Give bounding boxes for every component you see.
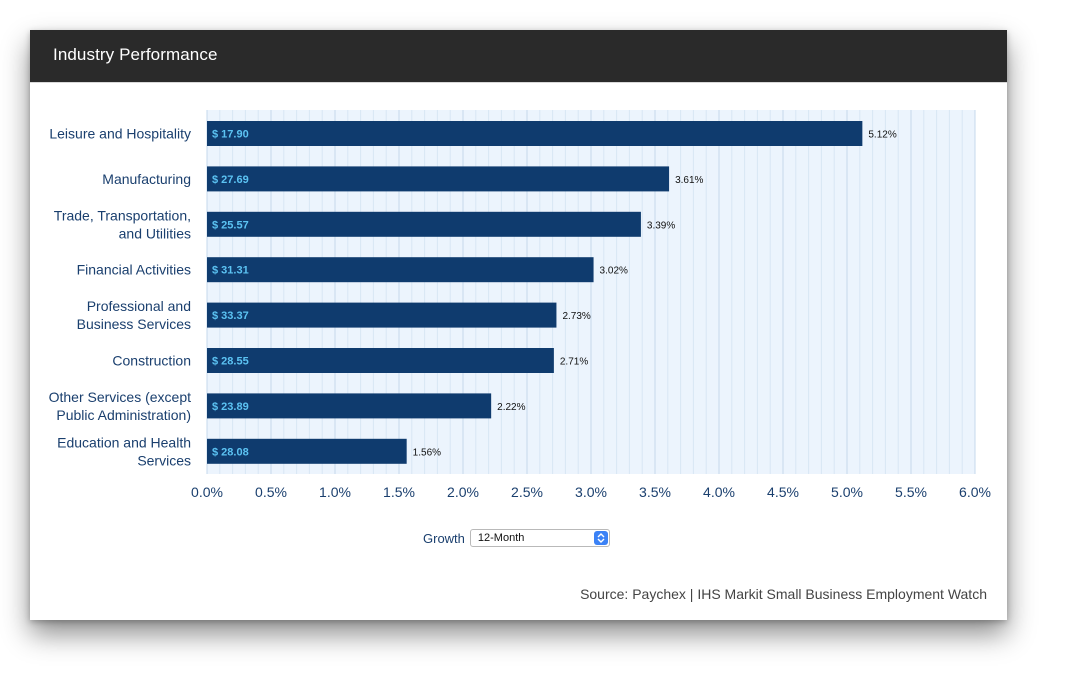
category-label: and Utilities	[119, 225, 191, 241]
bar-wage-label: $ 33.37	[212, 310, 249, 322]
category-label: Other Services (except	[49, 389, 191, 405]
bar-value-label: 2.73%	[562, 311, 590, 322]
growth-control: Growth 12-Month	[423, 528, 610, 548]
x-tick-label: 2.5%	[511, 484, 543, 500]
category-label: Trade, Transportation,	[54, 207, 191, 223]
bar-wage-label: $ 23.89	[212, 401, 249, 413]
x-tick-label: 2.0%	[447, 484, 479, 500]
chart-card: Industry Performance $ 17.90 5.12% $ 27.69…	[30, 30, 1007, 620]
bar-value-label: 2.22%	[497, 402, 525, 413]
bar	[207, 257, 594, 283]
category-label: Financial Activities	[77, 262, 191, 278]
bar-wage-label: $ 27.69	[212, 174, 249, 186]
bar-wage-label: $ 25.57	[212, 219, 249, 231]
bar-value-label: 1.56%	[413, 447, 441, 458]
category-label: Leisure and Hospitality	[49, 126, 191, 142]
bar	[207, 348, 554, 373]
category-label: Professional and	[87, 298, 191, 314]
bar	[207, 166, 670, 192]
category-label: Public Administration)	[56, 407, 191, 423]
bar-wage-label: $ 31.31	[212, 265, 249, 277]
category-label: Business Services	[77, 316, 191, 332]
source-note: Source: Paychex | IHS Markit Small Busin…	[580, 586, 987, 602]
x-tick-label: 0.0%	[191, 484, 223, 500]
x-tick-label: 3.0%	[575, 484, 607, 500]
chart-title: Industry Performance	[53, 45, 218, 64]
growth-period-value: 12-Month	[477, 532, 525, 544]
bar	[207, 211, 641, 237]
category-label: Construction	[112, 353, 191, 369]
category-label: Education and Health	[57, 434, 191, 450]
category-labels: Leisure and Hospitality Manufacturing Trad…	[49, 126, 191, 469]
x-tick-label: 4.0%	[703, 484, 735, 500]
growth-label: Growth	[423, 530, 465, 546]
bar-wage-label: $ 28.08	[212, 446, 249, 458]
bar-value-label: 2.71%	[560, 357, 588, 368]
x-tick-label: 5.0%	[831, 484, 863, 500]
bar-chart: $ 17.90 5.12% $ 27.69 3.61% $ 25.57 3.39% $ 31…	[49, 110, 991, 500]
bar	[207, 302, 557, 328]
bar	[207, 438, 407, 464]
growth-period-select[interactable]: 12-Month	[469, 529, 610, 547]
x-tick-label: 1.5%	[383, 484, 415, 500]
bar	[207, 393, 492, 419]
x-tick-label: 6.0%	[959, 484, 991, 500]
bar-value-label: 3.02%	[600, 266, 628, 277]
category-label: Services	[137, 452, 191, 468]
bar-value-label: 3.61%	[675, 175, 703, 186]
x-tick-labels: 0.0% 0.5% 1.0% 1.5% 2.0% 2.5% 3.0% 3.5% 4.0% 4.5%…	[191, 484, 991, 500]
x-tick-label: 0.5%	[255, 484, 287, 500]
chart-header: Industry Performance	[30, 30, 1007, 83]
bar-value-label: 3.39%	[647, 220, 675, 231]
bar-wage-label: $ 17.90	[212, 129, 249, 141]
chevron-updown-icon	[593, 531, 608, 545]
x-tick-label: 5.5%	[895, 484, 927, 500]
x-tick-label: 3.5%	[639, 484, 671, 500]
grid-lines	[206, 110, 976, 474]
x-tick-label: 4.5%	[767, 484, 799, 500]
bar-wage-label: $ 28.55	[212, 356, 249, 368]
bar-value-label: 5.12%	[868, 130, 896, 141]
x-tick-label: 1.0%	[319, 484, 351, 500]
bar	[207, 121, 863, 146]
bars-group: $ 17.90 5.12% $ 27.69 3.61% $ 25.57 3.39% $ 31…	[207, 121, 897, 464]
category-label: Manufacturing	[102, 171, 191, 187]
